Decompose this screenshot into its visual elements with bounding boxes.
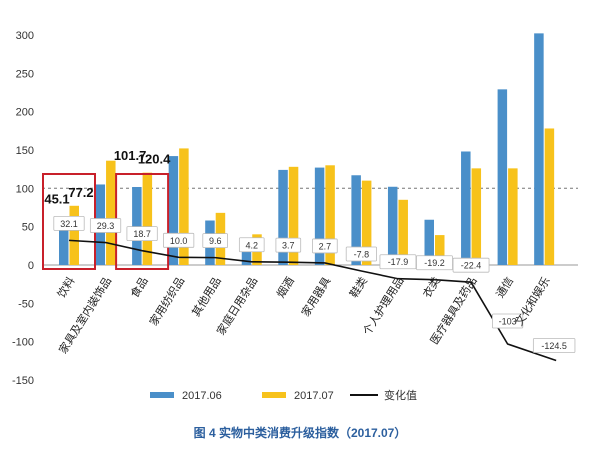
- category-label: 家用器具: [298, 274, 333, 319]
- bar-2017-07: [361, 180, 372, 265]
- change-label-box: [89, 218, 122, 233]
- change-label: 2.7: [319, 241, 332, 251]
- bar-2017-06: [351, 175, 361, 265]
- category-label: 其他用品: [189, 275, 223, 319]
- change-label-box: [53, 215, 85, 231]
- change-label-box: [202, 233, 229, 249]
- change-line-path: [68, 239, 557, 362]
- y-tick-label: 150: [16, 145, 34, 157]
- bar-value-callout: 77.2: [68, 185, 93, 200]
- bar-2017-06: [461, 151, 471, 265]
- y-tick-label: 100: [16, 183, 34, 195]
- bar-2017-06: [314, 167, 325, 265]
- bar-2017-07: [69, 205, 79, 265]
- legend-label: 变化值: [384, 388, 417, 402]
- category-label: 通信: [493, 275, 516, 301]
- bar-2017-07: [544, 128, 555, 265]
- category-label: 饮料: [54, 274, 78, 300]
- category-label: 鞋类: [346, 274, 370, 300]
- bar-value-callout: 101.7: [114, 148, 147, 163]
- category-label: 衣类: [420, 274, 444, 300]
- category-label: 家用纺织品: [146, 274, 187, 328]
- change-label-box: [491, 313, 524, 329]
- change-label: -19.2: [424, 258, 445, 268]
- change-label: -103: [499, 317, 517, 327]
- change-label-box: [163, 232, 195, 248]
- change-label: 10.0: [170, 236, 188, 246]
- change-label-box: [238, 237, 265, 253]
- change-label: 32.1: [60, 219, 78, 229]
- y-tick-label: 0: [28, 260, 34, 272]
- category-label: 文化和娱乐: [512, 274, 553, 328]
- change-label: 4.2: [245, 240, 258, 250]
- bar-2017-07: [398, 199, 408, 265]
- change-label-box: [416, 255, 453, 271]
- bar-2017-06: [132, 186, 142, 265]
- legend-swatch: [150, 392, 174, 398]
- bar-2017-07: [142, 172, 153, 265]
- bar-value-callout: 45.1: [44, 191, 69, 206]
- bar-2017-07: [325, 165, 335, 265]
- change-label: -22.4: [461, 261, 482, 271]
- bar-2017-06: [168, 156, 179, 265]
- bar-2017-07: [179, 148, 189, 265]
- bar-2017-07: [471, 168, 482, 265]
- y-tick-label: 50: [22, 222, 34, 234]
- bar-2017-07: [106, 160, 116, 265]
- change-labels: 32.1 29.3 18.7 10.0 9.6 4.2 3.7 2.7 -7.8 -17.9 -19…: [53, 215, 576, 353]
- category-label: 食品: [127, 274, 151, 300]
- change-label-box: [312, 238, 338, 254]
- change-label: 9.6: [209, 236, 222, 246]
- legend: 2017.06 2017.07 变化值: [150, 388, 417, 402]
- change-label-box: [126, 226, 158, 242]
- legend-swatch: [262, 392, 286, 398]
- change-label: -124.5: [541, 341, 567, 351]
- y-tick-label: -50: [18, 298, 34, 310]
- change-label: 3.7: [282, 241, 295, 251]
- change-label: -17.9: [388, 257, 409, 267]
- change-label-box: [379, 254, 417, 270]
- change-label-box: [345, 246, 378, 262]
- bar-2017-06: [534, 33, 544, 266]
- bar-2017-07: [288, 166, 299, 265]
- chart-caption: 图 4 实物中类消费升级指数（2017.07）: [194, 425, 407, 440]
- bar-2017-06: [387, 186, 398, 265]
- y-tick-label: 250: [16, 68, 34, 80]
- bar-2017-06: [278, 169, 288, 265]
- y-tick-label: -100: [12, 337, 34, 349]
- y-tick-label: 200: [16, 107, 34, 119]
- y-tick-label: 300: [16, 30, 34, 42]
- change-label: 18.7: [133, 229, 151, 239]
- bar-2017-06: [497, 89, 508, 266]
- bar-2017-07: [435, 235, 445, 265]
- change-label-box: [452, 257, 490, 273]
- change-label-box: [275, 237, 302, 253]
- bar-2017-07: [508, 168, 518, 265]
- bar-value-callout: 120.4: [138, 152, 171, 167]
- legend-label: 2017.06: [182, 390, 222, 402]
- change-label: -7.8: [354, 249, 370, 259]
- bar-2017-06: [59, 230, 69, 265]
- change-label: 29.3: [97, 221, 115, 231]
- bar-2017-06: [424, 219, 434, 265]
- category-label: 烟酒: [273, 274, 297, 300]
- legend-label: 2017.07: [294, 390, 334, 402]
- y-tick-label: -150: [12, 375, 34, 387]
- change-label-box: [532, 338, 576, 353]
- change-line: [68, 239, 557, 362]
